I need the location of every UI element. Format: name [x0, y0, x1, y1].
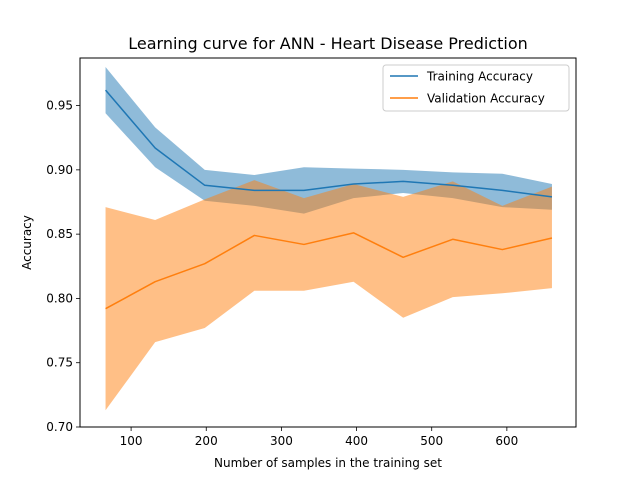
y-tick-label: 0.95	[46, 99, 73, 113]
x-axis-label: Number of samples in the training set	[214, 456, 442, 470]
y-tick-label: 0.90	[46, 163, 73, 177]
x-axis-ticks: 100 200 300 400 500 600	[120, 427, 518, 448]
training-accuracy-band	[105, 67, 552, 214]
x-tick-label: 600	[495, 434, 518, 448]
y-tick-label: 0.70	[46, 420, 73, 434]
y-axis-label: Accuracy	[20, 215, 34, 270]
legend-label-validation: Validation Accuracy	[427, 92, 545, 106]
x-tick-label: 200	[195, 434, 218, 448]
y-tick-label: 0.80	[46, 291, 73, 305]
validation-accuracy-line	[105, 232, 553, 310]
training-accuracy-line	[104, 89, 553, 198]
y-tick-label: 0.85	[46, 227, 73, 241]
x-tick-label: 300	[270, 434, 293, 448]
confidence-bands	[105, 67, 552, 411]
validation-accuracy-band	[105, 180, 552, 411]
series-lines	[104, 89, 553, 310]
x-tick-label: 500	[420, 434, 443, 448]
legend-label-training: Training Accuracy	[426, 70, 533, 84]
chart-title: Learning curve for ANN - Heart Disease P…	[128, 34, 528, 53]
legend-box	[382, 64, 570, 112]
x-tick-label: 400	[345, 434, 368, 448]
legend: Training Accuracy Validation Accuracy	[382, 64, 570, 112]
y-tick-label: 0.75	[46, 356, 73, 370]
x-tick-label: 100	[120, 434, 143, 448]
y-axis-ticks: 0.70 0.75 0.80 0.85 0.90 0.95	[46, 99, 80, 434]
plot-frame	[79, 57, 577, 428]
